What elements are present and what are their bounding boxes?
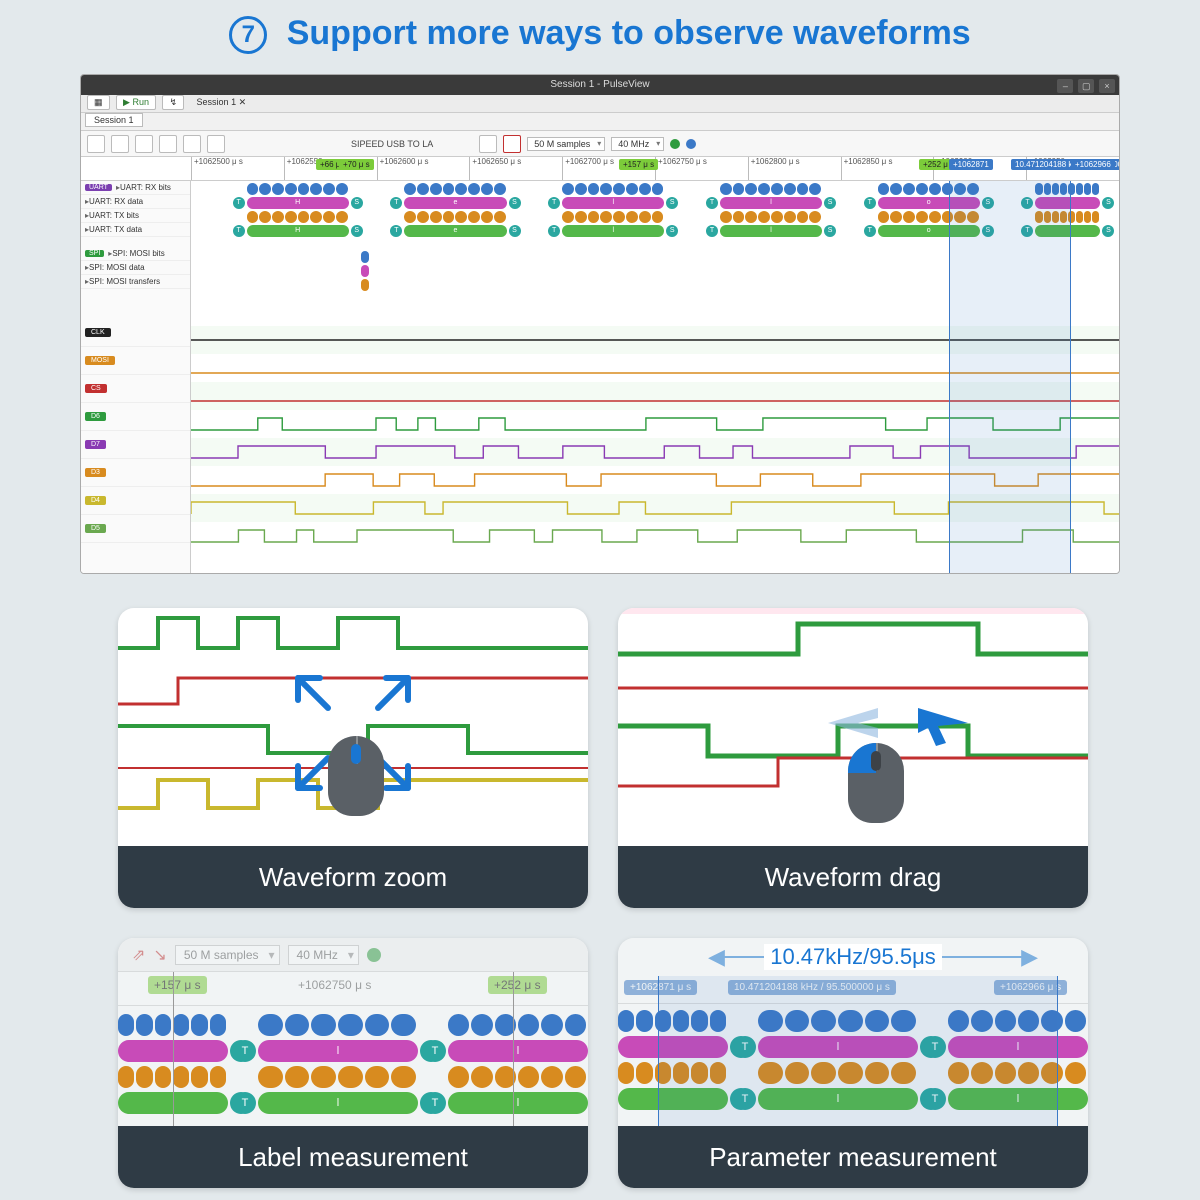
ruler-tick: +1062800 μ s <box>748 157 800 180</box>
trace-area: UART▸ UART: RX bits▸ UART: RX data▸ UART… <box>81 181 1119 573</box>
card-parameter-measurement: ◀ 10.47kHz/95.5μs ▶ +1062871 μ s 10.4712… <box>618 938 1088 1188</box>
channel-label[interactable]: CLK <box>81 319 190 347</box>
channel-label[interactable]: MOSI <box>81 347 190 375</box>
green-flag[interactable]: +252 μ s <box>488 976 547 994</box>
mini-decoded-band: TSTlSTlS <box>118 1092 588 1114</box>
card4-caption: Parameter measurement <box>618 1126 1088 1188</box>
mini-decoded-band: TSTlSTlS <box>118 1040 588 1062</box>
green-flag[interactable]: +157 μ s <box>148 976 207 994</box>
ruler-tick: +1062700 μ s <box>562 157 614 180</box>
ruler-tick: +1062600 μ s <box>377 157 429 180</box>
time-flag-green[interactable]: +157 μ s <box>619 159 658 170</box>
decoder-row-label[interactable]: ▸ SPI: MOSI transfers <box>81 275 190 289</box>
ruler-tick: +1062750 μ s <box>655 157 707 180</box>
freq-label: 10.47kHz/95.5μs <box>764 944 942 970</box>
channel-label-column: UART▸ UART: RX bits▸ UART: RX data▸ UART… <box>81 181 191 573</box>
probe-icon[interactable] <box>503 135 521 153</box>
decoder-row-label[interactable]: ▸ UART: TX data <box>81 223 190 237</box>
right-arrowhead-icon: ▶ <box>1021 944 1038 970</box>
time-flag-blue[interactable]: +1062966 <box>1071 159 1115 170</box>
rate-dropdown[interactable]: 40 MHz <box>288 945 359 965</box>
icon-button[interactable]: ▦ <box>87 95 110 110</box>
decoder-row-label[interactable]: SPI▸ SPI: MOSI bits <box>81 247 190 261</box>
ruler-tick: +1062500 μ s <box>191 157 243 180</box>
save-icon[interactable] <box>135 135 153 153</box>
new-icon[interactable] <box>87 135 105 153</box>
open-icon[interactable] <box>111 135 129 153</box>
zoom-icon[interactable] <box>159 135 177 153</box>
card3-caption: Label measurement <box>118 1126 588 1188</box>
ruler-tick: +1062850 μ s <box>841 157 893 180</box>
status-dot-green <box>670 139 680 149</box>
session-tab[interactable]: Session 1 ✕ <box>197 97 247 107</box>
run-bar: ▦ ▶ Run ↯ Session 1 ✕ <box>81 95 1119 113</box>
window-titlebar[interactable]: Session 1 - PulseView – ▢ × <box>81 75 1119 95</box>
cursor-region[interactable] <box>658 976 1058 1126</box>
run-button[interactable]: ▶ Run <box>116 95 156 110</box>
card-waveform-zoom: Waveform zoom <box>118 608 588 908</box>
card1-caption: Waveform zoom <box>118 846 588 908</box>
close-button[interactable]: × <box>1099 79 1115 93</box>
decoder-row-label[interactable]: UART▸ UART: RX bits <box>81 181 190 195</box>
probe-icon[interactable]: ⇗ <box>132 945 145 965</box>
decoder-row-label[interactable]: ▸ UART: TX bits <box>81 209 190 223</box>
sub-tab[interactable]: Session 1 <box>85 113 143 127</box>
card3-canvas: ⇗ ↘ 50 M samples 40 MHz +157 μ s +106275… <box>118 938 588 1126</box>
card1-canvas <box>118 608 588 846</box>
heading-text: Support more ways to observe waveforms <box>287 14 971 52</box>
time-ruler[interactable]: +1062500 μ s+1062550 μ s+1062600 μ s+106… <box>81 157 1119 181</box>
channel-label[interactable]: D7 <box>81 431 190 459</box>
maximize-button[interactable]: ▢ <box>1078 79 1094 93</box>
top-strip <box>618 608 1088 614</box>
mouse-icon <box>328 736 384 816</box>
card-label-measurement: ⇗ ↘ 50 M samples 40 MHz +157 μ s +106275… <box>118 938 588 1188</box>
pulseview-window: Session 1 - PulseView – ▢ × ▦ ▶ Run ↯ Se… <box>80 74 1120 574</box>
device-name: SIPEED USB TO LA <box>351 139 433 149</box>
window-buttons: – ▢ × <box>1055 77 1115 97</box>
tool-button[interactable]: ↯ <box>162 95 184 110</box>
status-dot-blue <box>686 139 696 149</box>
waveform-canvas[interactable]: THSTeSTlSTlSToSTSTHSTeSTlSTlSToSTS <box>191 181 1119 573</box>
dot-icon <box>367 948 381 962</box>
step-number-badge: 7 <box>229 16 267 54</box>
region-icon[interactable] <box>183 135 201 153</box>
window-title: Session 1 - PulseView <box>550 79 649 90</box>
cursor-region[interactable] <box>949 181 1071 573</box>
samples-dropdown[interactable]: 50 M samples <box>175 945 280 965</box>
channel-label[interactable]: D5 <box>81 515 190 543</box>
probe-icon[interactable]: ↘ <box>153 945 166 965</box>
cursor-icon[interactable] <box>207 135 225 153</box>
decoder-row-label[interactable]: ▸ UART: RX data <box>81 195 190 209</box>
config-icon[interactable] <box>479 135 497 153</box>
mini-decoded-band <box>118 1066 588 1088</box>
time-flag-green[interactable]: +70 μ s <box>339 159 374 170</box>
minimize-button[interactable]: – <box>1057 79 1073 93</box>
channel-label[interactable]: D6 <box>81 403 190 431</box>
main-toolbar: SIPEED USB TO LA 50 M samples 40 MHz <box>81 131 1119 157</box>
sub-tab-row: Session 1 <box>81 113 1119 131</box>
ruler-tick: +1062650 μ s <box>469 157 521 180</box>
card2-caption: Waveform drag <box>618 846 1088 908</box>
rate-dropdown[interactable]: 40 MHz <box>611 137 664 151</box>
freq-header: ◀ 10.47kHz/95.5μs ▶ <box>618 938 1088 976</box>
channel-label[interactable]: D4 <box>81 487 190 515</box>
channel-label[interactable]: D3 <box>81 459 190 487</box>
channel-label[interactable]: CS <box>81 375 190 403</box>
mini-ruler[interactable]: +157 μ s +1062750 μ s +252 μ s <box>118 972 588 1006</box>
section-heading: 7 Support more ways to observe waveforms <box>0 14 1200 54</box>
time-flag-blue[interactable]: +1062871 <box>949 159 993 170</box>
ruler-tick: +1062750 μ s <box>298 978 371 992</box>
mini-toolbar: ⇗ ↘ 50 M samples 40 MHz <box>118 938 588 972</box>
drag-cursor-icon <box>818 698 988 748</box>
mini-decoded-band <box>118 1014 588 1036</box>
card4-canvas: ◀ 10.47kHz/95.5μs ▶ +1062871 μ s 10.4712… <box>618 938 1088 1126</box>
card-waveform-drag: Waveform drag <box>618 608 1088 908</box>
mouse-icon <box>848 743 904 823</box>
card2-canvas <box>618 608 1088 846</box>
decoder-row-label[interactable]: ▸ SPI: MOSI data <box>81 261 190 275</box>
samples-dropdown[interactable]: 50 M samples <box>527 137 605 151</box>
